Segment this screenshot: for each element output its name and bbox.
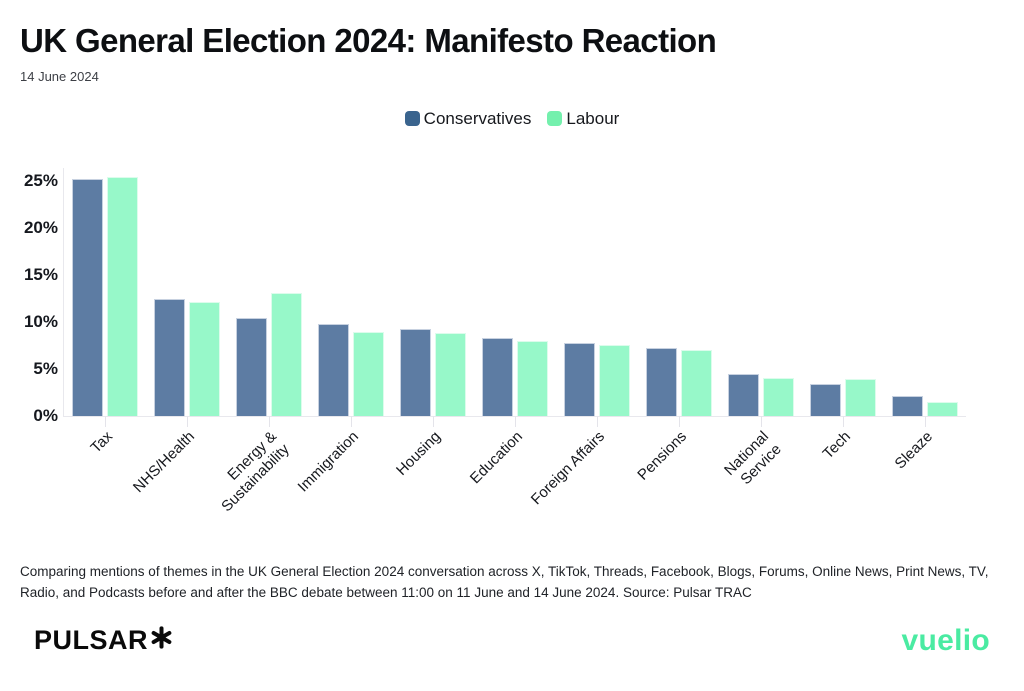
legend-item-labour: Labour [547,109,619,129]
x-tick [761,415,762,427]
bar-conservatives [154,299,185,416]
y-axis-label: 10% [23,311,58,331]
bar-group [638,168,720,416]
bar-conservatives [646,348,677,416]
y-axis-label: 5% [33,358,58,378]
x-tick [843,415,844,427]
x-tick [515,415,516,427]
bar-conservatives [810,383,841,416]
bar-conservatives [236,318,267,416]
x-tick [925,415,926,427]
legend-item-conservatives: Conservatives [404,108,532,129]
bar-labour [435,333,466,416]
x-tick [186,415,188,427]
bar-labour [271,292,302,416]
legend-label: Conservatives [423,108,532,128]
conservatives-swatch [404,111,420,127]
bar-group [720,168,802,416]
pulsar-logo-text: PULSAR [34,625,149,656]
date-label: 14 June 2024 [20,68,99,84]
x-tick [268,415,270,427]
page-title: UK General Election 2024: Manifesto Reac… [20,22,717,59]
bar-chart: Tax NHS/Health Energy & Sustainability Immi… [20,167,1004,558]
x-tick [104,415,106,427]
x-tick [679,415,680,427]
bar-conservatives [482,337,513,416]
y-axis-label: 25% [23,170,58,190]
bar-conservatives [564,342,595,416]
bar-group [474,168,556,416]
bar-labour [845,379,876,416]
x-tick [597,415,598,427]
bar-conservatives [318,323,349,416]
bar-group [228,168,310,416]
bar-labour [599,345,630,416]
bar-conservatives [892,396,923,416]
labour-swatch [547,111,563,127]
bar-conservatives [400,329,431,416]
bar-labour [517,340,548,416]
bar-labour [353,332,384,416]
x-tick [350,415,352,427]
bar-labour [927,401,958,416]
bar-group [392,168,474,416]
bar-labour [189,302,220,416]
y-axis-label: 20% [23,217,58,237]
bar-group [884,168,966,416]
chart-footnote: Comparing mentions of themes in the UK G… [20,563,989,600]
plot-area [63,167,966,427]
pulsar-logo: PULSAR [34,625,173,656]
vuelio-logo: vuelio [901,623,990,657]
bar-labour [763,378,794,416]
chart-legend: Conservatives Labour [20,108,1004,130]
x-axis-labels: Tax NHS/Health Energy & Sustainability Immi… [63,428,965,558]
legend-label: Labour [566,108,620,128]
bar-group [64,168,146,416]
bar-group [802,168,884,416]
y-axis-label: 0% [33,405,58,425]
x-axis-label: Tax [87,427,117,457]
footer-logos: PULSAR vuelio [20,624,1004,658]
bar-labour [681,350,712,416]
bar-group [556,168,638,416]
x-tick [432,415,434,427]
bar-conservatives [728,373,759,416]
y-axis-label: 15% [23,264,58,284]
bar-group [146,168,228,416]
bar-group [310,168,392,416]
asterisk-icon [150,625,173,656]
bar-conservatives [72,179,103,416]
bar-labour [107,177,138,416]
